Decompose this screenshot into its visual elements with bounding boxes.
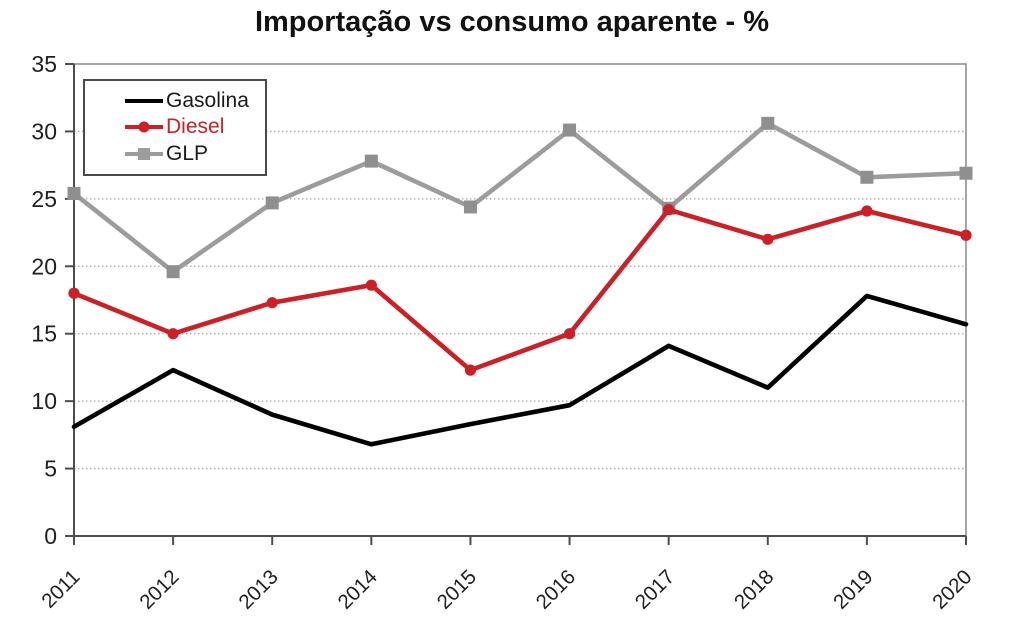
legend-item-diesel: Diesel	[125, 114, 259, 140]
circle-marker-icon	[138, 121, 150, 133]
chart-title: Importação vs consumo aparente - %	[254, 6, 770, 38]
series-marker-glp	[166, 265, 180, 279]
y-axis-tick-label: 35	[31, 51, 57, 77]
series-marker-glp	[364, 154, 378, 168]
y-axis-tick-label: 15	[31, 321, 57, 347]
y-axis-tick-label: 0	[44, 523, 57, 549]
x-axis-tick-label: 2018	[730, 565, 779, 614]
legend-swatch-gasolina	[125, 94, 163, 109]
series-marker-glp	[463, 200, 477, 214]
x-axis-tick-label: 2017	[631, 565, 680, 614]
series-line-glp	[71, 121, 969, 274]
series-marker-diesel	[762, 233, 774, 245]
series-marker-glp	[761, 116, 775, 130]
y-axis-tick-label: 25	[31, 186, 57, 212]
series-marker-glp	[860, 170, 874, 184]
series-marker-diesel	[861, 205, 873, 217]
x-axis-tick-label: 2012	[135, 565, 184, 614]
series-marker-diesel	[68, 287, 80, 299]
x-axis-tick-label: 2016	[532, 565, 581, 614]
x-axis-tick-label: 2019	[829, 565, 878, 614]
series-marker-diesel	[464, 364, 477, 376]
square-marker-icon	[138, 147, 150, 160]
legend-label-glp: GLP	[166, 141, 209, 165]
legend-item-gasolina: Gasolina	[125, 88, 259, 114]
legend-item-glp: GLP	[125, 141, 259, 167]
legend-label-gasolina: Gasolina	[166, 89, 249, 113]
series-marker-diesel	[365, 279, 377, 291]
x-axis-tick-label: 2014	[333, 565, 382, 614]
x-axis-tick-label: 2020	[928, 565, 977, 614]
y-axis-tick-label: 10	[31, 388, 57, 414]
series-line-gasolina	[71, 293, 969, 447]
x-axis-tick-label: 2013	[234, 565, 283, 614]
y-axis-tick-label: 5	[44, 456, 57, 482]
series-marker-glp	[67, 186, 81, 200]
series-marker-glp	[265, 196, 279, 210]
series-marker-diesel	[266, 297, 278, 309]
x-axis-tick-label: 2015	[432, 565, 481, 614]
series-marker-diesel	[960, 229, 972, 241]
series-marker-glp	[959, 166, 973, 180]
series-marker-diesel	[663, 204, 675, 216]
series-marker-glp	[563, 123, 577, 137]
series-marker-diesel	[167, 328, 179, 340]
x-axis-tick-label: 2011	[37, 565, 84, 612]
y-axis-tick-label: 20	[31, 253, 57, 279]
series-marker-diesel	[563, 328, 576, 340]
legend-swatch-glp	[125, 146, 163, 161]
series-line-diesel	[71, 207, 969, 373]
line-swatch-icon	[125, 99, 163, 104]
y-axis-tick-label: 30	[31, 118, 57, 144]
legend-label-diesel: Diesel	[166, 115, 225, 139]
legend: Gasolina Diesel GLP	[83, 79, 267, 176]
legend-swatch-diesel	[125, 120, 163, 135]
